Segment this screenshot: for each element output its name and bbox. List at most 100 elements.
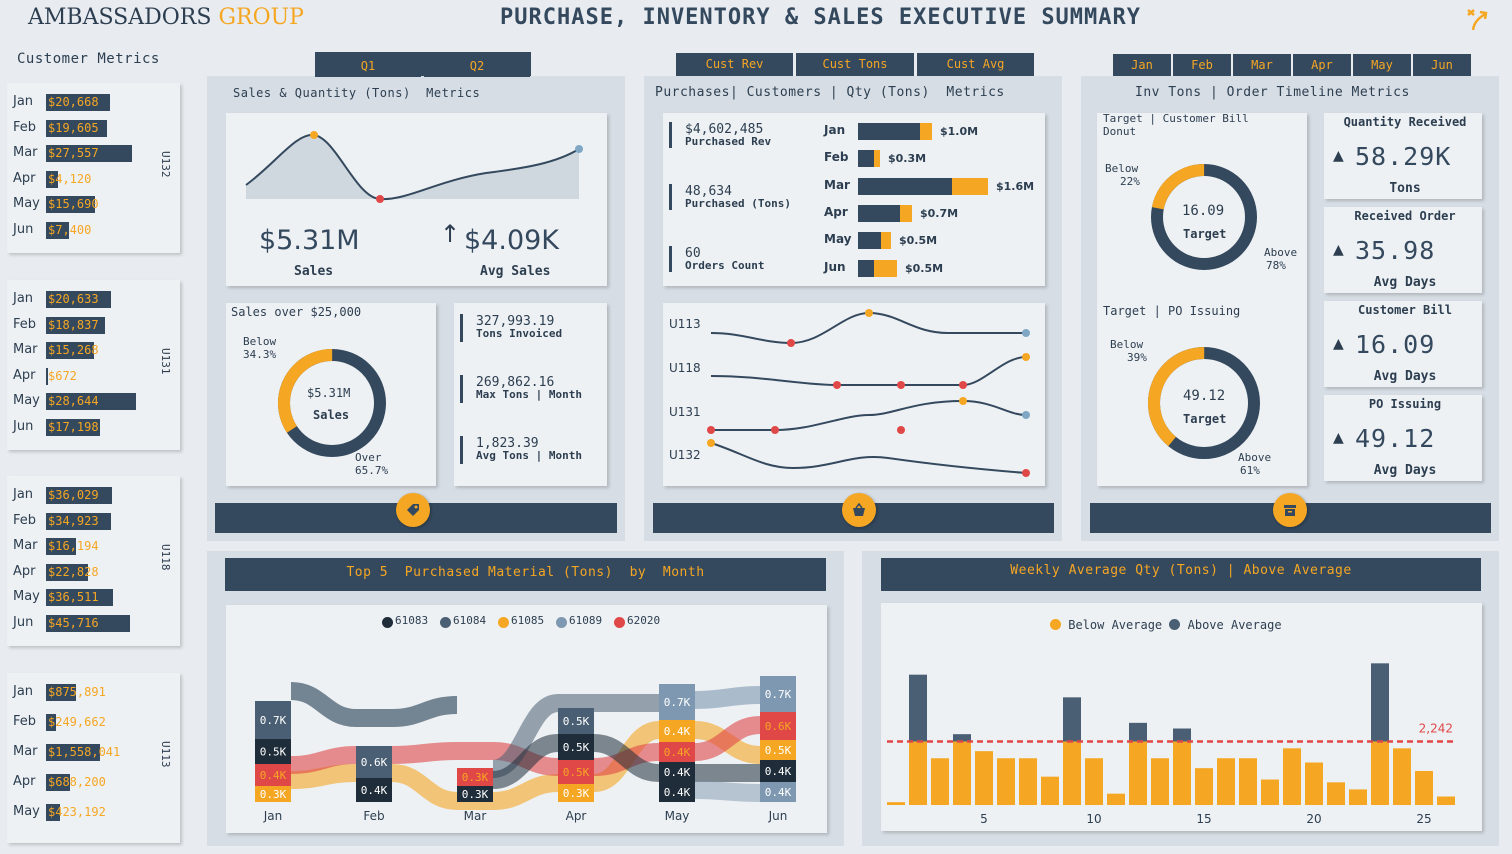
sales-stat-value: 327,993.19 [476,314,555,329]
week-bar-below [1085,758,1103,805]
kpi-title: PO Issuing [1368,397,1442,411]
tab-month-feb[interactable]: Feb [1173,54,1231,76]
legend-dot [556,617,567,628]
week-bar-below [1217,758,1235,805]
material-value-label: 0.5K [765,744,792,757]
above-avg-dot [1169,619,1181,630]
tab-month-mar[interactable]: Mar [1233,54,1291,76]
tab-month-jan[interactable]: Jan [1113,54,1171,76]
customer-revenue-bar[interactable]: $36,029 [46,487,112,504]
sales-trend-chart [245,131,583,203]
customer-revenue-bar[interactable]: $249,662 [46,714,106,731]
purchase-bar-dark[interactable] [858,232,881,250]
purchase-bar-value: $0.7M [920,206,959,220]
page-title: PURCHASE, INVENTORY & SALES EXECUTIVE SU… [500,5,1142,30]
customer-revenue-bar[interactable]: $18,837 [46,316,105,334]
donut2-label: Target [1183,412,1227,426]
purchase-bar-orange[interactable] [920,123,932,140]
sales-stat-value: 269,862.16 [476,375,555,390]
customer-revenue-bar[interactable]: $20,633 [46,291,111,308]
customer-revenue-value: $36,511 [48,590,99,605]
material-value-label: 0.4K [664,766,691,779]
customer-revenue-bar[interactable]: $15,690 [46,196,99,214]
purchase-bar-orange[interactable] [874,150,880,168]
customer-revenue-bar[interactable]: $20,668 [46,94,110,111]
legend-dot [498,617,509,628]
strategy-icon[interactable] [1465,6,1489,32]
kpi-unit: Avg Days [1373,463,1437,478]
material-flow-ribbon [491,694,659,778]
sales-donut-title: Sales over $25,000 [231,305,362,319]
customer-revenue-bar[interactable]: $22,828 [46,563,99,581]
purchase-bar-dark[interactable] [858,150,874,168]
kpi-arrow-icon: ▲ [1333,430,1344,446]
sidebar-month-label: Mar [13,744,38,759]
tab-q1[interactable]: Q1 [315,55,421,77]
tab-month-apr[interactable]: Apr [1293,54,1351,76]
customer-revenue-bar[interactable]: $423,192 [46,804,106,821]
legend-label: 61089 [569,614,603,627]
purchase-bar-orange[interactable] [900,204,912,222]
purchase-bar-dark[interactable] [858,259,874,277]
kpi-arrow-icon: ▲ [1333,336,1344,352]
customer-revenue-bar[interactable]: $17,198 [46,419,100,436]
customer-revenue-bar[interactable]: $1,558,041 [46,744,120,761]
purchase-bar-value: $1.6M [996,179,1035,193]
material-value-label: 0.5K [563,715,590,728]
tab-month-jun[interactable]: Jun [1413,54,1471,76]
sidebar-month-label: May [13,804,40,819]
customer-revenue-value: $15,690 [48,197,99,212]
sidebar-title: Customer Metrics [17,51,160,67]
customer-revenue-bar[interactable]: $19,605 [46,119,107,137]
sales-stat-label: Avg Tons | Month [476,449,582,462]
stat-accent-bar [460,314,463,342]
customer-revenue-bar[interactable]: $672 [46,367,77,385]
purchase-bar-orange[interactable] [881,232,891,250]
tag-icon [407,504,419,516]
material-stack-segment [457,786,493,802]
material-value-label: 0.4K [361,784,388,797]
inventory-kpi-card [1324,207,1482,293]
customer-revenue-bar[interactable]: $34,923 [46,512,111,530]
donut1-subtitle: Donut [1103,125,1137,138]
purchase-bar-dark[interactable] [858,204,900,222]
stat-accent-bar [669,122,672,148]
tab-cust-avg[interactable]: Cust Avg [917,53,1034,76]
material-value-label: 0.3K [563,787,590,800]
customer-revenue-bar[interactable]: $16,194 [46,538,99,556]
purchase-bar-orange[interactable] [874,259,897,277]
customer-revenue-bar[interactable]: $4,120 [46,170,91,188]
purchase-bar-dark[interactable] [858,123,920,140]
purchase-bar-dark[interactable] [858,177,952,195]
customer-revenue-bar[interactable]: $15,268 [46,342,99,360]
donut1-value: 16.09 [1182,203,1225,219]
customer-revenue-bar[interactable]: $28,644 [46,393,136,411]
customer-revenue-bar[interactable]: $36,511 [46,589,113,607]
week-bar-below [931,758,949,805]
material-stack-segment [558,760,594,784]
customer-revenue-bar[interactable]: $7,400 [46,222,91,239]
week-bar-below [1019,758,1037,805]
tab-month-may[interactable]: May [1353,54,1411,76]
purchase-bar-value: $0.3M [888,152,927,166]
week-tick-label: 10 [1086,812,1101,826]
purchases-panel-title: Purchases| Customers | Qty (Tons) Metric… [655,85,1005,100]
customer-revenue-value: $19,605 [48,120,99,135]
customer-revenue-bar[interactable]: $688,200 [46,774,106,791]
customer-code-label: U131 [669,405,701,419]
customer-revenue-bar[interactable]: $45,716 [46,615,130,632]
tab-q2[interactable]: Q2 [424,55,530,77]
material-value-label: 0.4K [765,765,792,778]
purchase-bar-orange[interactable] [952,177,988,195]
tab-cust-rev[interactable]: Cust Rev [676,53,793,76]
purchases-card [663,113,1045,286]
tab-cust-tons[interactable]: Cust Tons [796,53,914,76]
customer-revenue-bar[interactable]: $27,557 [46,145,132,163]
purchase-month-label: Jan [824,123,846,137]
customer-code: U113 [159,741,172,768]
customer-revenue-bar[interactable]: $875,891 [46,684,106,701]
stat-accent-bar [460,436,463,464]
sidebar-month-label: Jan [13,291,34,306]
sidebar-month-label: Apr [13,367,36,383]
sidebar-month-label: Apr [13,563,36,579]
